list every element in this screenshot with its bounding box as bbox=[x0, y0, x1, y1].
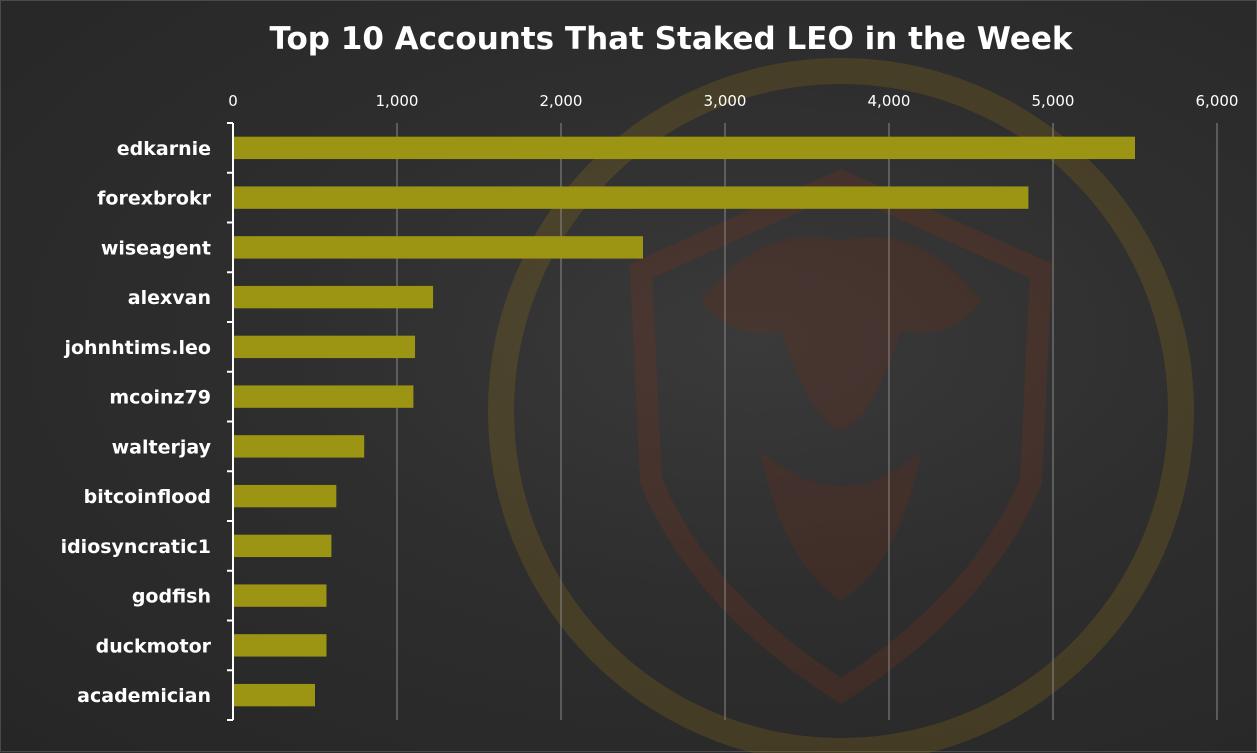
bars bbox=[233, 136, 1135, 707]
x-tick-label: 6,000 bbox=[1196, 92, 1239, 110]
bar bbox=[233, 136, 1135, 160]
category-label: alexvan bbox=[128, 287, 211, 309]
category-label: johnhtims.leo bbox=[63, 337, 211, 359]
bar bbox=[233, 683, 315, 707]
gridlines bbox=[396, 123, 1218, 720]
x-tick-label: 0 bbox=[228, 92, 238, 110]
bar bbox=[233, 285, 434, 309]
category-label: wiseagent bbox=[101, 237, 211, 259]
chart-title: Top 10 Accounts That Staked LEO in the W… bbox=[269, 21, 1073, 57]
category-label: duckmotor bbox=[96, 635, 212, 657]
bar bbox=[233, 584, 327, 607]
bar bbox=[233, 335, 416, 359]
category-label: academician bbox=[77, 685, 211, 707]
bar bbox=[233, 435, 365, 458]
x-axis-tick-labels: 0 1,000 2,000 3,000 4,000 5,000 6,000 bbox=[228, 92, 1238, 110]
category-label: mcoinz79 bbox=[109, 387, 211, 409]
category-labels: edkarnie forexbrokr wiseagent alexvan johnht… bbox=[61, 138, 212, 707]
x-tick-label: 2,000 bbox=[540, 92, 583, 110]
category-label: bitcoinflood bbox=[84, 486, 211, 508]
bar bbox=[233, 634, 327, 657]
x-tick-label: 5,000 bbox=[1032, 92, 1075, 110]
bar bbox=[233, 534, 332, 558]
bar bbox=[233, 236, 643, 259]
category-label: forexbrokr bbox=[97, 188, 211, 210]
y-axis bbox=[227, 122, 234, 721]
bar bbox=[233, 385, 414, 408]
x-tick-label: 4,000 bbox=[868, 92, 911, 110]
lion-emblem-icon bbox=[488, 58, 1194, 753]
x-tick-label: 3,000 bbox=[704, 92, 747, 110]
category-label: edkarnie bbox=[117, 138, 211, 160]
bar bbox=[233, 484, 337, 508]
category-label: walterjay bbox=[112, 436, 212, 458]
category-label: idiosyncratic1 bbox=[61, 536, 211, 558]
category-label: godfish bbox=[132, 586, 211, 608]
x-tick-label: 1,000 bbox=[376, 92, 419, 110]
bar bbox=[233, 186, 1029, 209]
